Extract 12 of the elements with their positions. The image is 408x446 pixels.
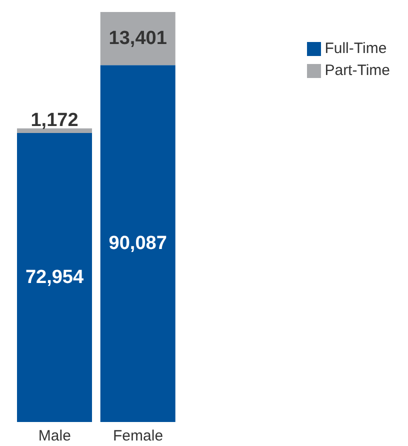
data-label: 90,087 [108,233,167,254]
bar [100,65,176,422]
data-label: 13,401 [108,28,168,50]
data-label: 72,954 [25,266,84,288]
data-label: 1,172 [30,110,78,131]
bar [17,132,92,422]
bar [17,128,92,133]
x-tick-label: Female [113,428,164,445]
legend-label: Full-Time [324,40,387,57]
bar [100,12,176,66]
x-tick-label: Male [38,428,71,445]
legend-label: Part-Time [324,62,390,79]
